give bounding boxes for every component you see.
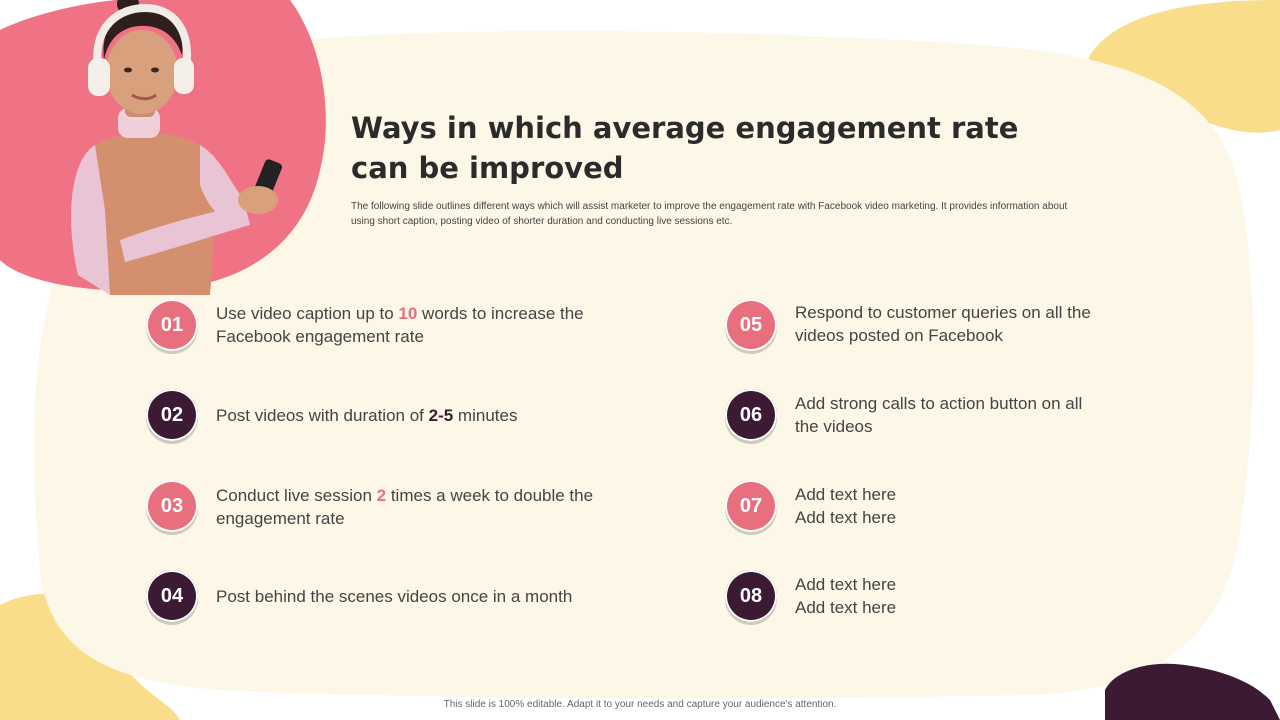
list-item-08: 08 Add text here Add text here xyxy=(725,570,1185,630)
item-text: Add text here Add text here xyxy=(795,485,897,527)
item-text: Post videos with duration of 2-5 minutes xyxy=(216,406,518,425)
list-item-01: 01 Use video caption up to 10 words to i… xyxy=(146,299,606,359)
list-item-04: 04 Post behind the scenes videos once in… xyxy=(146,570,606,630)
list-item-07: 07 Add text here Add text here xyxy=(725,480,1185,540)
item-text: Conduct live session 2 times a week to d… xyxy=(216,486,594,528)
woman-with-headphones-photo xyxy=(71,0,283,295)
number-badge: 08 xyxy=(725,570,777,622)
forearm xyxy=(120,205,250,262)
number-badge: 02 xyxy=(146,389,198,441)
hair xyxy=(103,5,183,60)
face xyxy=(106,30,178,114)
list-item-05: 05 Respond to customer queries on all th… xyxy=(725,299,1185,359)
number-badge: 06 xyxy=(725,389,777,441)
yellow-blob-top-right xyxy=(1088,0,1280,133)
subtitle-line-2: using short caption, posting video of sh… xyxy=(351,216,733,227)
number-badge: 03 xyxy=(146,480,198,532)
list-item-06: 06 Add strong calls to action button on … xyxy=(725,389,1185,449)
page-title: Ways in which average engagement rate ca… xyxy=(351,108,1051,188)
item-text: Use video caption up to 10 words to incr… xyxy=(216,304,584,346)
cream-main-blob xyxy=(34,30,1254,699)
yellow-blob-bottom-left xyxy=(0,594,180,720)
title-line-2: can be improved xyxy=(351,151,624,185)
highlight-number: 10 xyxy=(398,304,418,323)
item-text: Post behind the scenes videos once in a … xyxy=(216,587,573,606)
number-badge: 07 xyxy=(725,480,777,532)
number-badge: 05 xyxy=(725,299,777,351)
right-arm xyxy=(200,145,250,225)
item-text: Add text here Add text here xyxy=(795,575,897,617)
headphone-right xyxy=(174,58,194,94)
list-item-02: 02 Post videos with duration of 2-5 minu… xyxy=(146,389,606,449)
headphone-band xyxy=(93,3,192,71)
subtitle-line-1: The following slide outlines different w… xyxy=(351,201,1068,212)
list-item-03: 03 Conduct live session 2 times a week t… xyxy=(146,480,606,540)
headphone-left xyxy=(88,58,110,96)
item-text: Respond to customer queries on all the v… xyxy=(795,303,1091,345)
dark-blob-bottom-right xyxy=(1105,663,1280,720)
item-text: Add strong calls to action button on all… xyxy=(795,394,1083,436)
vest xyxy=(94,132,213,295)
title-line-1: Ways in which average engagement rate xyxy=(351,111,1019,145)
hand xyxy=(238,186,278,214)
footer-note: This slide is 100% editable. Adapt it to… xyxy=(443,699,837,710)
left-sleeve xyxy=(71,145,110,295)
number-badge: 04 xyxy=(146,570,198,622)
highlight-number: 2-5 xyxy=(428,406,454,425)
highlight-number: 2 xyxy=(376,486,387,505)
page-subtitle: The following slide outlines different w… xyxy=(351,199,1171,229)
number-badge: 01 xyxy=(146,299,198,351)
